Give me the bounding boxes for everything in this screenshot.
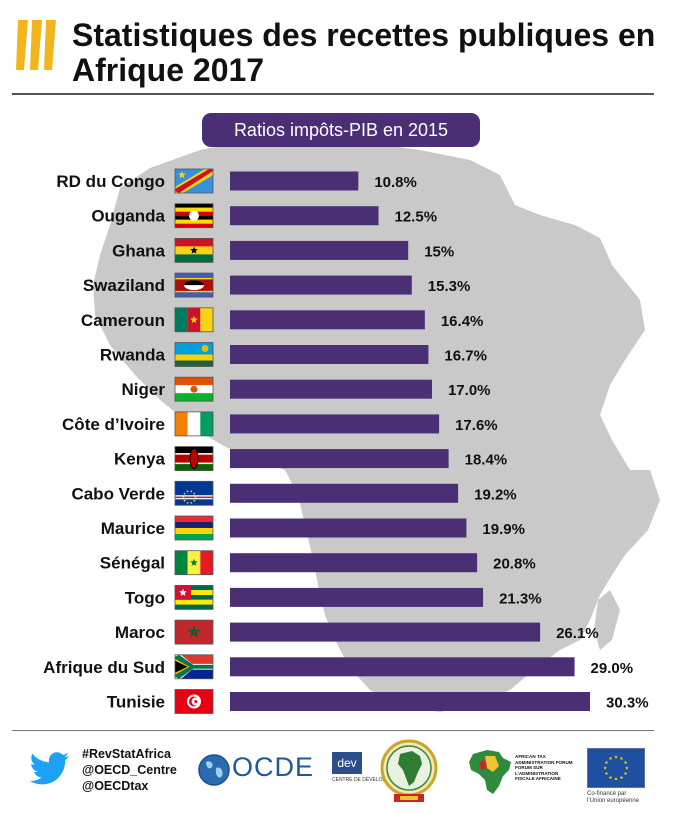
value-label: 21.3% xyxy=(499,590,542,607)
bar xyxy=(230,171,359,191)
value-label: 12.5% xyxy=(395,209,438,226)
value-label: 19.9% xyxy=(482,521,525,538)
value-label: 30.3% xyxy=(606,695,649,712)
category-label: Rwanda xyxy=(100,346,166,365)
flag-cabo-verde-icon xyxy=(174,480,214,506)
category-label: RD du Congo xyxy=(56,172,165,191)
value-label: 16.4% xyxy=(441,313,484,330)
value-label: 17.6% xyxy=(455,417,498,434)
category-label: Cameroun xyxy=(81,311,165,330)
bar xyxy=(230,206,379,226)
category-label: Swaziland xyxy=(83,276,165,295)
value-label: 20.8% xyxy=(493,556,536,573)
footer-divider xyxy=(12,730,654,731)
handle-hashtag[interactable]: #RevStatAfrica xyxy=(82,747,171,761)
ataf-line: ADMINISTRATION FORUM xyxy=(515,759,573,765)
flag-drc-icon xyxy=(174,168,214,194)
category-label: Togo xyxy=(125,588,165,607)
flag-senegal-icon xyxy=(174,550,214,576)
bar xyxy=(230,622,541,642)
value-label: 16.7% xyxy=(444,348,487,365)
bar xyxy=(230,449,449,469)
eu-caption: Co-financé par l’Union européenne xyxy=(587,791,639,805)
eu-flag-icon xyxy=(587,748,645,788)
flag-cameroon-icon xyxy=(174,307,214,333)
dev-caption: CENTRE DE DÉVELOPPEMENT xyxy=(332,777,407,783)
category-label: Afrique du Sud xyxy=(43,658,165,677)
category-label: Maurice xyxy=(101,519,165,538)
chart-subtitle: Ratios impôts-PIB en 2015 xyxy=(202,113,480,147)
flag-cote-divoire-icon xyxy=(174,411,214,437)
bar xyxy=(230,657,575,677)
handle-oecd-centre[interactable]: @OECD_Centre xyxy=(82,763,177,777)
flag-tunisia-icon xyxy=(174,689,214,714)
bar xyxy=(230,518,467,538)
flag-mauritius-icon xyxy=(174,515,214,541)
bar xyxy=(230,310,425,330)
handle-oecd-tax[interactable]: @OECDtax xyxy=(82,779,149,793)
category-label: Côte d’Ivoire xyxy=(62,415,165,434)
bar xyxy=(230,275,412,295)
african-union-emblem-icon xyxy=(380,739,438,802)
bar xyxy=(230,692,590,711)
value-label: 18.4% xyxy=(465,452,508,469)
value-label: 15.3% xyxy=(428,278,471,295)
value-label: 26.1% xyxy=(556,625,599,642)
flag-south-africa-icon xyxy=(174,654,214,680)
flag-kenya-icon xyxy=(174,446,214,472)
flag-ghana-icon xyxy=(174,237,214,263)
ataf-line: FISCALE AFRICAINE xyxy=(515,776,561,782)
value-label: 10.8% xyxy=(374,174,417,191)
social-handles: #RevStatAfrica @OECD_Centre @OECDtax xyxy=(82,746,177,794)
bar xyxy=(230,414,440,434)
ataf-caption: AFRICAN TAX ADMINISTRATION FORUM FORUM S… xyxy=(515,754,573,782)
category-label: Cabo Verde xyxy=(71,484,165,503)
ataf-line: L’ADMINISTRATION xyxy=(515,770,559,776)
flag-niger-icon xyxy=(174,376,214,402)
title-divider xyxy=(12,93,654,95)
page-title: Statistiques des recettes publiques en A… xyxy=(72,17,656,88)
value-label: 29.0% xyxy=(591,660,634,677)
ataf-africa-map-icon xyxy=(469,750,511,794)
bar xyxy=(230,379,432,399)
value-label: 17.0% xyxy=(448,382,491,399)
bar xyxy=(230,553,478,573)
flag-rwanda-icon xyxy=(174,342,214,367)
dev-logo: dev xyxy=(332,752,362,774)
eu-line: l’Union européenne xyxy=(587,798,640,804)
ataf-line: AFRICAN TAX xyxy=(515,754,546,759)
ocde-wordmark: OCDE xyxy=(232,752,315,782)
category-label: Ghana xyxy=(112,241,165,260)
value-label: 19.2% xyxy=(474,486,517,503)
twitter-bird-icon xyxy=(30,752,69,785)
category-label: Niger xyxy=(122,380,166,399)
flag-swaziland-icon xyxy=(174,272,214,298)
ataf-line: FORUM SUR xyxy=(515,765,543,771)
flag-morocco-icon xyxy=(174,619,214,645)
category-label: Tunisie xyxy=(107,693,165,712)
bar xyxy=(230,345,429,364)
bar xyxy=(230,240,409,260)
eu-line: Co-financé par xyxy=(587,791,627,797)
category-label: Ouganda xyxy=(91,207,165,226)
category-label: Kenya xyxy=(114,450,166,469)
bar xyxy=(230,483,459,503)
category-label: Sénégal xyxy=(100,554,165,573)
flag-uganda-icon xyxy=(174,203,214,229)
bar xyxy=(230,587,484,607)
oecd-globe-icon xyxy=(198,754,230,786)
value-label: 15% xyxy=(424,243,454,260)
oecd-logo-icon xyxy=(16,20,56,70)
category-label: Maroc xyxy=(115,623,165,642)
flag-togo-icon xyxy=(174,585,214,610)
